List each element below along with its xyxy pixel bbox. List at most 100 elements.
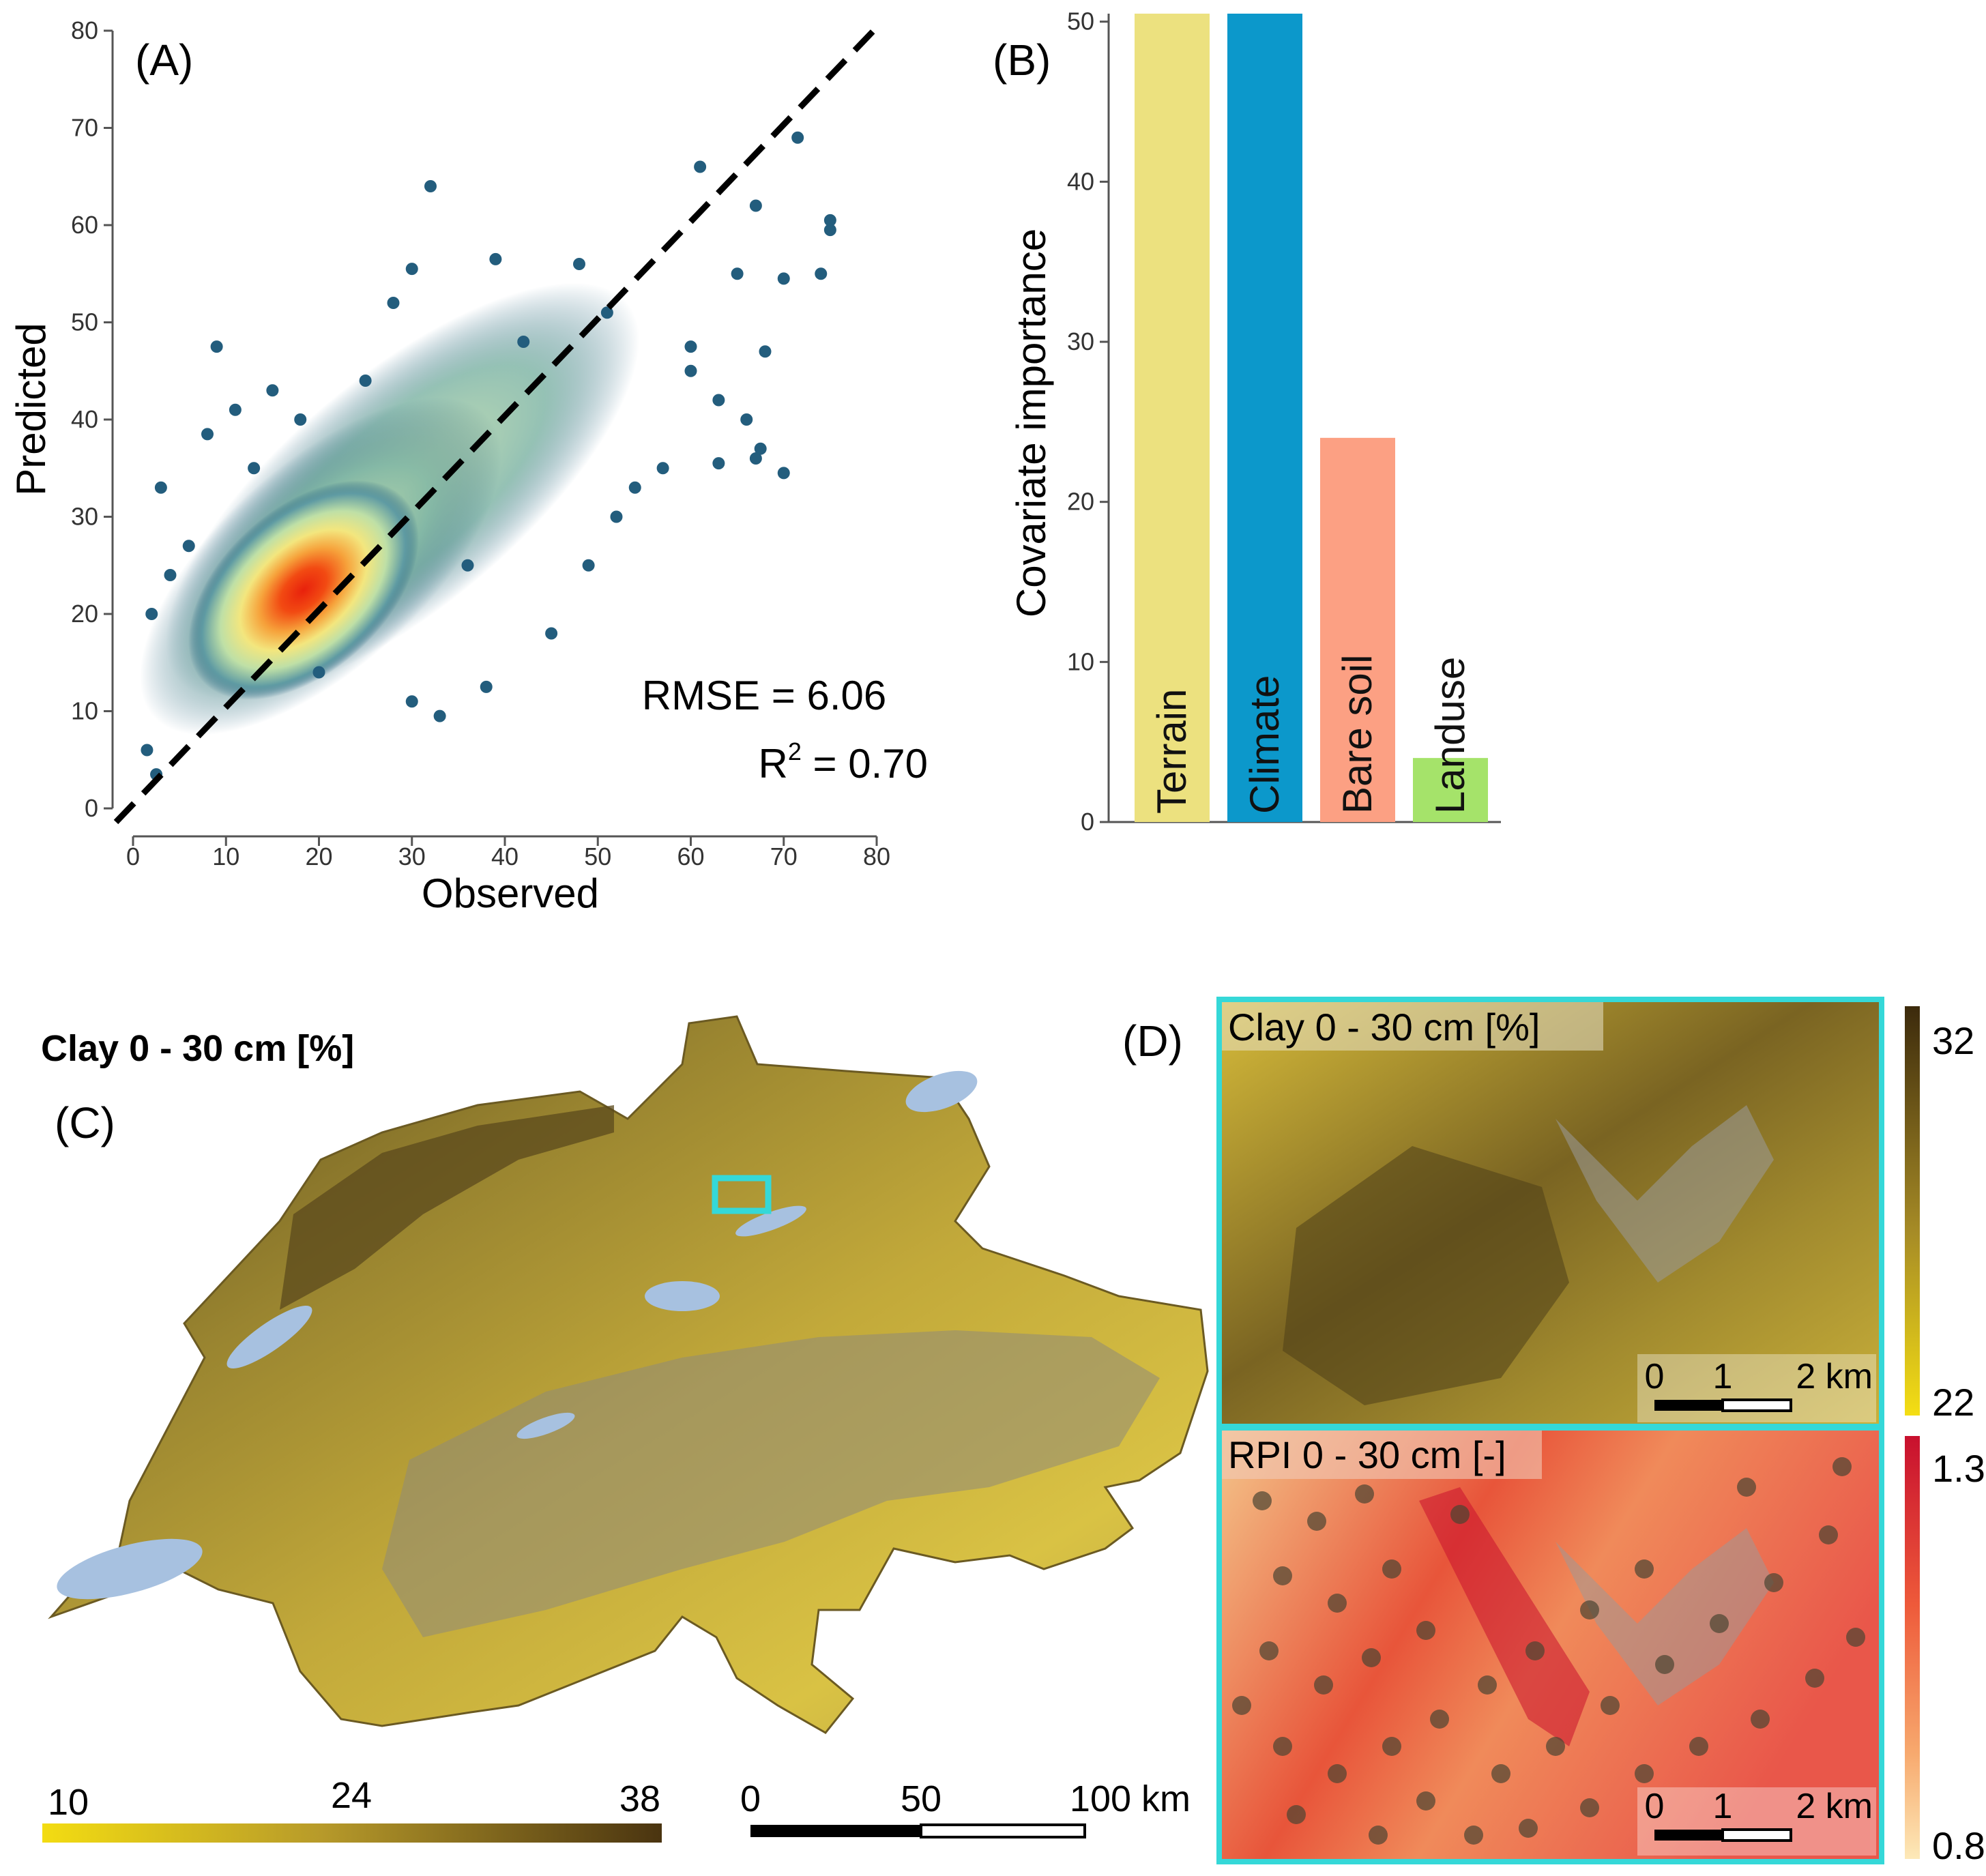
lake-geneva — [57, 1538, 203, 1600]
d-rpi-sample-dot — [1819, 1525, 1838, 1544]
b-y-tick-label: 10 — [1067, 647, 1094, 675]
a-y-tick-label: 70 — [71, 114, 98, 142]
a-r2-text: R2 = 0.70 — [758, 737, 928, 787]
a-scatter-point — [164, 569, 177, 581]
a-scatter-point — [229, 403, 242, 416]
a-x-tick-label: 10 — [212, 842, 239, 870]
d-clay-dark-ridge — [1283, 1146, 1569, 1405]
d-rpi-sample-dot — [1635, 1559, 1654, 1579]
b-y-axis-label: Covariate importance — [1008, 229, 1054, 617]
d-rpi-scalebar-black — [1654, 1830, 1723, 1841]
a-scatter-point — [684, 364, 697, 377]
d-rpi-sample-dot — [1635, 1764, 1654, 1783]
d-rpi-sample-dot — [1689, 1737, 1708, 1756]
c-scalebar-50: 50 — [901, 1778, 941, 1819]
d-bottom-inset-border — [1216, 1425, 1884, 1864]
c-panel-label: (C) — [55, 1098, 115, 1147]
a-one-to-one-line — [113, 21, 883, 825]
c-scalebar-0: 0 — [740, 1778, 761, 1819]
a-scatter-point — [823, 224, 836, 237]
a-scatter-point — [141, 744, 154, 757]
b-bar-label: Bare soil — [1334, 655, 1380, 814]
d-rpi-sample-dot — [1580, 1798, 1599, 1817]
d-rpi-inset: RPI 0 - 30 cm [-] 0 1 2 km — [1221, 1430, 1880, 1860]
d-rpi-title-bg — [1221, 1430, 1542, 1479]
a-scatter-point — [582, 559, 595, 572]
b-y-ticks: 0 10 20 30 40 50 — [1067, 8, 1109, 836]
d-rpi-sample-dot — [1430, 1710, 1449, 1729]
a-scatter-point — [712, 394, 725, 407]
d-rpi-sample-dot — [1253, 1491, 1272, 1510]
a-scatter-point — [145, 608, 158, 620]
a-scatter-point — [600, 306, 613, 319]
b-y-tick-label: 0 — [1081, 808, 1094, 836]
d-rpi-colorbar-min: 0.8 — [1932, 1824, 1985, 1867]
d-rpi-sample-dot — [1846, 1628, 1865, 1647]
c-map-title: Clay 0 - 30 cm [%] — [41, 1028, 354, 1069]
d-rpi-sample-dot — [1491, 1764, 1510, 1783]
d-rpi-sample-dot — [1519, 1819, 1538, 1838]
d-rpi-sample-dot — [1287, 1805, 1306, 1824]
d-rpi-sample-dot — [1737, 1478, 1756, 1497]
d-rpi-sample-dot — [1601, 1696, 1620, 1715]
a-x-tick-label: 20 — [305, 842, 332, 870]
a-scatter-point — [754, 442, 767, 455]
lake-zurich — [735, 1205, 806, 1237]
a-y-tick-label: 30 — [71, 503, 98, 531]
d-rpi-sample-dot — [1355, 1484, 1374, 1504]
b-bar-terrain — [1135, 14, 1210, 822]
d-rpi-sample-dot — [1382, 1737, 1401, 1756]
b-y-tick-label: 30 — [1067, 327, 1094, 355]
a-scatter-point — [294, 413, 307, 426]
d-rpi-sample-dot — [1416, 1621, 1435, 1640]
d-rpi-sample-dot — [1478, 1675, 1497, 1695]
d-rpi-sample-dot — [1273, 1566, 1292, 1585]
a-scatter-point — [791, 131, 804, 144]
a-x-tick-label: 50 — [584, 842, 611, 870]
a-scatter-point — [777, 272, 790, 285]
c-legend-max: 38 — [619, 1778, 660, 1819]
d-rpi-sample-dot — [1832, 1457, 1852, 1476]
a-y-tick-label: 10 — [71, 697, 98, 725]
d-rpi-sample-dot — [1307, 1512, 1326, 1531]
a-y-tick-label: 40 — [71, 405, 98, 433]
a-scatter-point — [405, 263, 418, 276]
a-scatter-point — [387, 297, 400, 309]
b-bar-label: Terrain — [1149, 689, 1195, 814]
a-scatter-point — [628, 481, 641, 494]
d-rpi-red-ridge — [1419, 1487, 1590, 1746]
d-rpi-sample-dot — [1450, 1505, 1470, 1524]
a-density-core — [188, 480, 419, 700]
d-rpi-scalebar-bg — [1637, 1787, 1876, 1856]
d-clay-inset: Clay 0 - 30 cm [%] 0 1 2 km — [1221, 1001, 1880, 1424]
d-rpi-sample-dot — [1751, 1710, 1770, 1729]
a-x-tick-label: 40 — [491, 842, 519, 870]
a-scatter-point — [461, 559, 474, 572]
a-scatter-point — [405, 695, 418, 708]
d-clay-scalebar-0: 0 — [1645, 1357, 1665, 1396]
d-rpi-sample-dot — [1525, 1641, 1545, 1660]
d-rpi-sample-dot — [1764, 1573, 1783, 1592]
b-y-tick-label: 40 — [1067, 167, 1094, 195]
lake-neuchatel — [227, 1305, 312, 1369]
a-scatter-point — [248, 462, 261, 475]
a-panel-label: (A) — [135, 35, 193, 85]
d-rpi-title: RPI 0 - 30 cm [-] — [1228, 1433, 1506, 1476]
d-panel-label: (D) — [1122, 1016, 1183, 1066]
b-bar-label: Climate — [1242, 675, 1287, 814]
a-y-ticks: 0 10 20 30 40 50 60 70 80 — [71, 16, 113, 822]
lake-constance — [905, 1070, 978, 1113]
a-scatter-point — [433, 709, 446, 722]
d-rpi-sample-dot — [1259, 1641, 1279, 1660]
a-scatter-point — [424, 180, 437, 192]
d-rpi-sample-dot — [1805, 1669, 1824, 1688]
a-y-tick-label: 50 — [71, 308, 98, 336]
a-x-axis-label: Observed — [422, 870, 599, 916]
d-rpi-sample-dot — [1314, 1675, 1333, 1695]
d-rpi-sample-dot — [1464, 1826, 1483, 1845]
d-clay-colorbar-max: 32 — [1932, 1019, 1974, 1062]
a-scatter-point — [573, 258, 585, 270]
b-bar-climate — [1227, 14, 1302, 822]
